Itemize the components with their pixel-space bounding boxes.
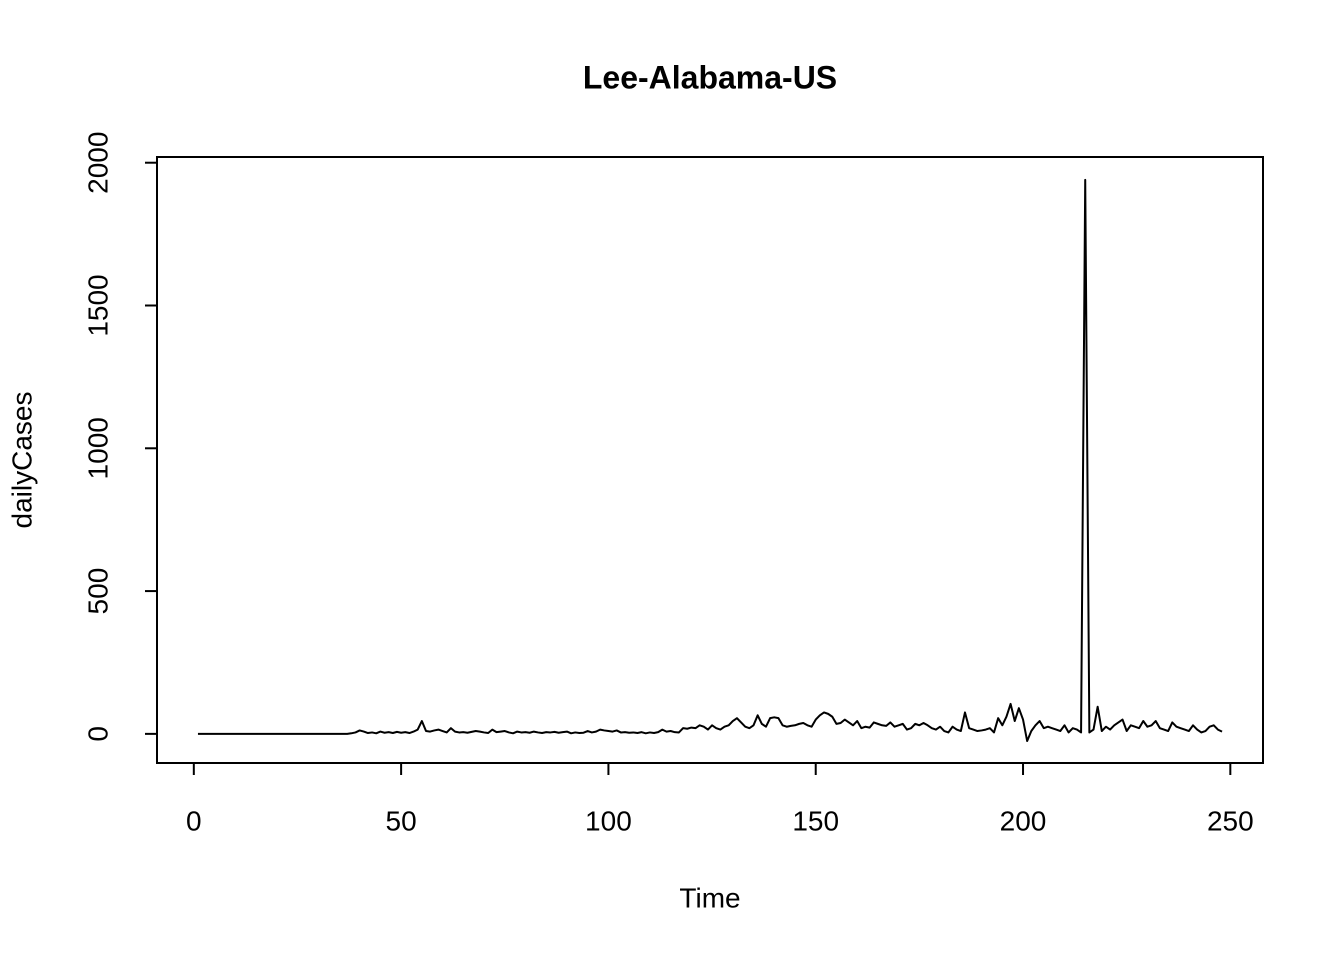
x-axis-label: Time [679,882,740,913]
y-tick-label: 1500 [82,274,113,336]
y-tick-label: 500 [82,568,113,615]
y-tick-label: 1000 [82,417,113,479]
data-line [197,178,1223,743]
x-tick-label: 250 [1207,805,1254,836]
x-tick-label: 50 [386,805,417,836]
x-tick-label: 150 [792,805,839,836]
chart-title: Lee-Alabama-US [583,59,837,95]
y-tick-label: 0 [82,726,113,742]
x-tick-label: 200 [1000,805,1047,836]
plot-box [156,156,1264,764]
x-tick-label: 100 [585,805,632,836]
y-tick-label: 2000 [82,132,113,194]
x-tick-label: 0 [186,805,202,836]
y-axis-label: dailyCases [6,392,37,529]
